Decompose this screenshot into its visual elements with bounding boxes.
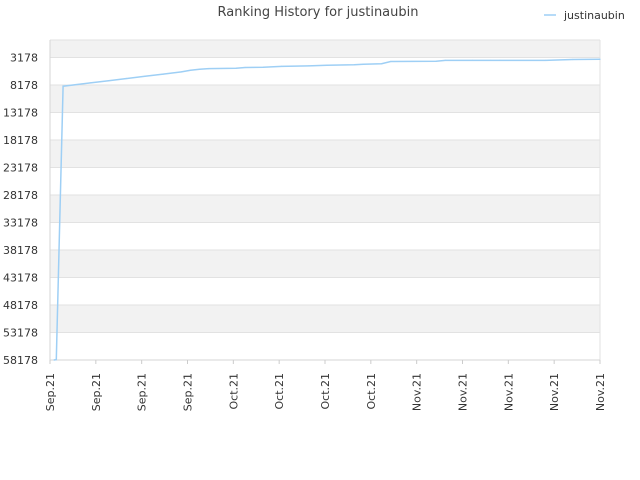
- data-point: [144, 75, 146, 77]
- data-point: [62, 85, 64, 87]
- y-tick-label: 48178: [3, 299, 38, 312]
- data-point: [326, 64, 328, 66]
- data-point: [353, 64, 355, 66]
- grid-band: [50, 249, 600, 278]
- data-point: [208, 68, 210, 70]
- grid-bands: [50, 39, 601, 361]
- data-point: [435, 60, 437, 62]
- y-tick-label: 8178: [10, 79, 38, 92]
- y-tick-label: 58178: [3, 354, 38, 367]
- grid-band: [50, 84, 600, 113]
- x-tick-label: Nov.21: [457, 373, 470, 411]
- x-tick-label: Sep.21: [44, 373, 57, 411]
- data-point: [235, 67, 237, 69]
- data-point: [280, 65, 283, 68]
- data-point: [444, 59, 446, 61]
- y-tick-label: 33178: [3, 216, 38, 229]
- data-point: [162, 73, 164, 75]
- data-point: [55, 358, 57, 361]
- x-tick-label: Oct.21: [365, 373, 378, 410]
- x-tick-label: Oct.21: [273, 373, 286, 410]
- x-tick-label: Sep.21: [136, 373, 149, 411]
- data-point: [499, 59, 501, 61]
- data-point: [244, 66, 246, 69]
- data-point: [80, 83, 82, 85]
- y-tick-label: 23178: [3, 161, 38, 174]
- grid-band: [50, 139, 600, 168]
- data-point: [199, 68, 201, 70]
- y-axis: 3178 8178 13178 18178 23178 28178 33178 38178 43…: [3, 40, 51, 367]
- x-tick-label: Sep.21: [90, 373, 103, 411]
- x-tick-label: Nov.21: [594, 373, 607, 411]
- data-point: [381, 63, 383, 65]
- data-point: [308, 65, 310, 67]
- data-point: [544, 59, 547, 61]
- data-point: [572, 58, 574, 61]
- y-tick-label: 3178: [10, 51, 38, 64]
- data-point: [89, 82, 91, 84]
- data-point: [262, 66, 264, 68]
- data-point: [108, 80, 110, 82]
- y-tick-label: 43178: [3, 271, 38, 284]
- y-tick-label: 53178: [3, 326, 38, 339]
- data-point: [53, 359, 55, 361]
- data-point: [126, 77, 128, 80]
- data-point: [472, 59, 474, 61]
- data-point: [189, 69, 192, 71]
- data-point: [180, 71, 182, 73]
- x-tick-label: Sep.21: [182, 373, 195, 411]
- chart-title: Ranking History for justinaubin: [218, 5, 419, 20]
- grid-band: [50, 194, 600, 223]
- legend-label: justinaubin: [563, 9, 625, 22]
- data-point: [390, 60, 392, 63]
- y-tick-label: 18178: [3, 134, 38, 147]
- x-tick-label: Oct.21: [227, 373, 240, 410]
- grid-band: [50, 304, 600, 333]
- series-layer: [53, 58, 601, 361]
- x-axis: Sep.21 Sep.21 Sep.21 Sep.21 Oct.21 Oct.21 Oct.…: [44, 359, 607, 411]
- x-tick-label: Nov.21: [411, 373, 424, 411]
- y-tick-label: 38178: [3, 244, 38, 257]
- x-tick-label: Nov.21: [548, 373, 561, 411]
- x-tick-label: Oct.21: [319, 373, 332, 410]
- data-point: [490, 59, 492, 61]
- y-tick-label: 28178: [3, 189, 38, 202]
- legend: justinaubin: [544, 9, 625, 22]
- x-tick-label: Nov.21: [502, 373, 515, 411]
- grid-band: [50, 40, 600, 58]
- data-point: [362, 63, 364, 65]
- data-point: [599, 58, 601, 60]
- y-tick-label: 13178: [3, 106, 38, 119]
